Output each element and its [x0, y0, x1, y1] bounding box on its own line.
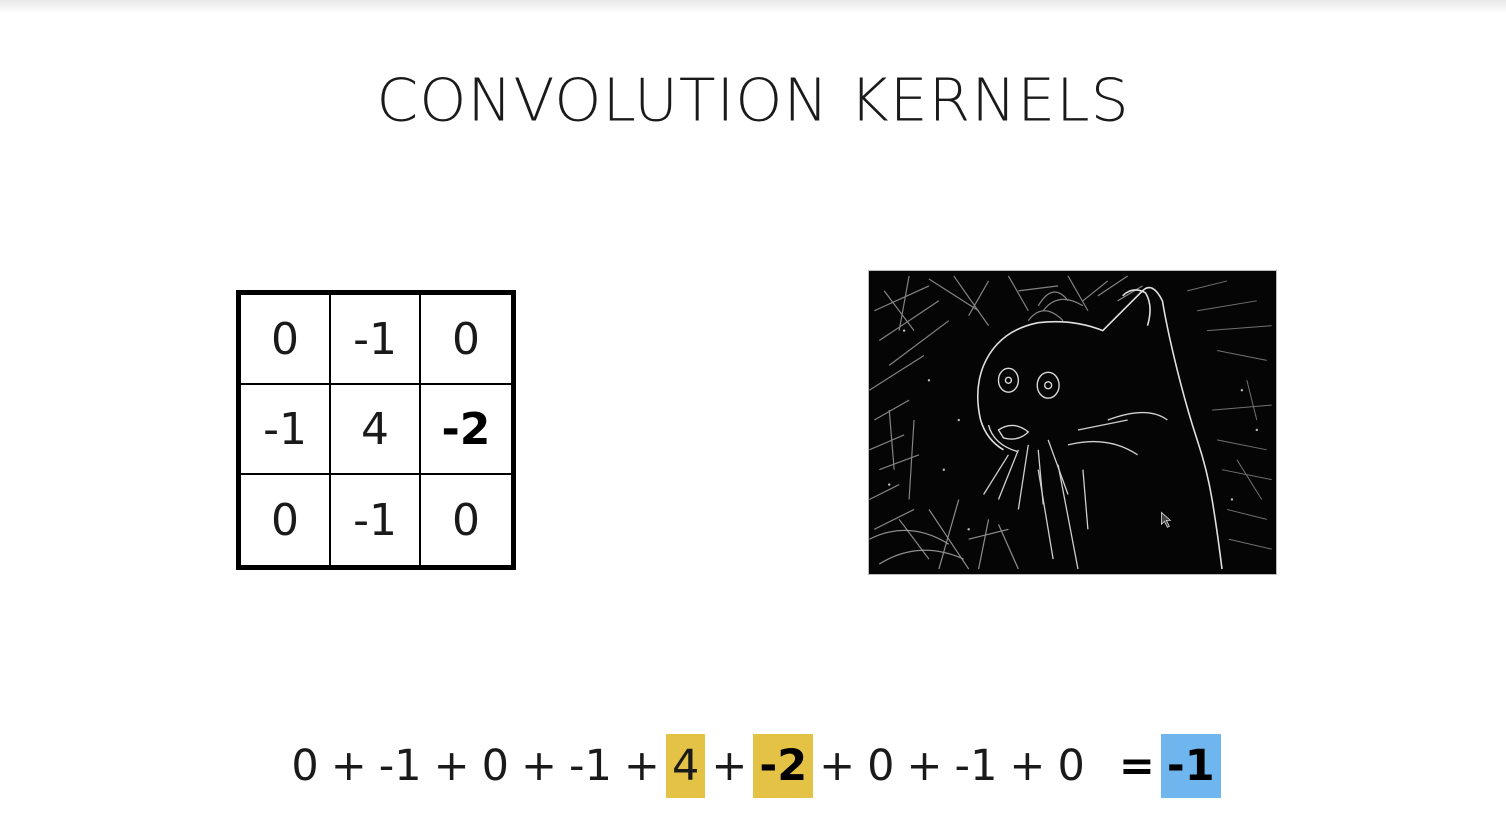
- convolution-equation: 0 + -1 + 0 + -1 + 4 + -2 + 0 + -1 + 0 = …: [0, 734, 1506, 798]
- eq-term: 0: [291, 741, 319, 791]
- eq-term: 0: [481, 741, 510, 791]
- eq-plus: +: [330, 741, 367, 791]
- kernel-cell-0-0: 0: [241, 295, 331, 385]
- kernel-cell-0-1: -1: [331, 295, 421, 385]
- eq-term-highlighted: -2: [753, 734, 814, 798]
- eq-plus: +: [906, 741, 943, 791]
- eq-term: -1: [954, 741, 998, 791]
- eq-plus: +: [711, 741, 748, 791]
- kernel-cell-2-0: 0: [241, 475, 331, 565]
- eq-plus: +: [433, 741, 470, 791]
- kernel-cell-2-2: 0: [452, 494, 480, 546]
- kernel-cell-2-1: -1: [331, 475, 421, 565]
- eq-plus: +: [623, 741, 660, 791]
- kernel-cell-1-2: -2: [421, 385, 511, 475]
- panda-edge-drawing: [869, 271, 1276, 574]
- kernel-grid: 0 -1 0 -1 4 -2 0 -1 0: [236, 290, 516, 570]
- edge-detected-panda-image: [868, 270, 1277, 575]
- eq-plus: +: [521, 741, 558, 791]
- slide-title: CONVOLUTION KERNELS: [376, 66, 1130, 136]
- eq-plus: +: [819, 741, 856, 791]
- kernel-cell-0-2: 0: [421, 295, 511, 385]
- eq-term: 0: [1057, 741, 1085, 791]
- top-shadow: [0, 0, 1506, 14]
- eq-result: -1: [1160, 734, 1221, 798]
- kernel-cell-1-1: 4: [331, 385, 421, 475]
- eq-term: -1: [378, 741, 422, 791]
- eq-plus: +: [1009, 741, 1046, 791]
- mouse-cursor-icon: [1161, 511, 1172, 528]
- kernel-cell-1-0: -1: [241, 385, 331, 475]
- eq-term: -1: [569, 741, 612, 791]
- eq-term-highlighted: 4: [665, 734, 706, 798]
- eq-term: 0: [867, 741, 895, 791]
- eq-equals: =: [1118, 741, 1155, 791]
